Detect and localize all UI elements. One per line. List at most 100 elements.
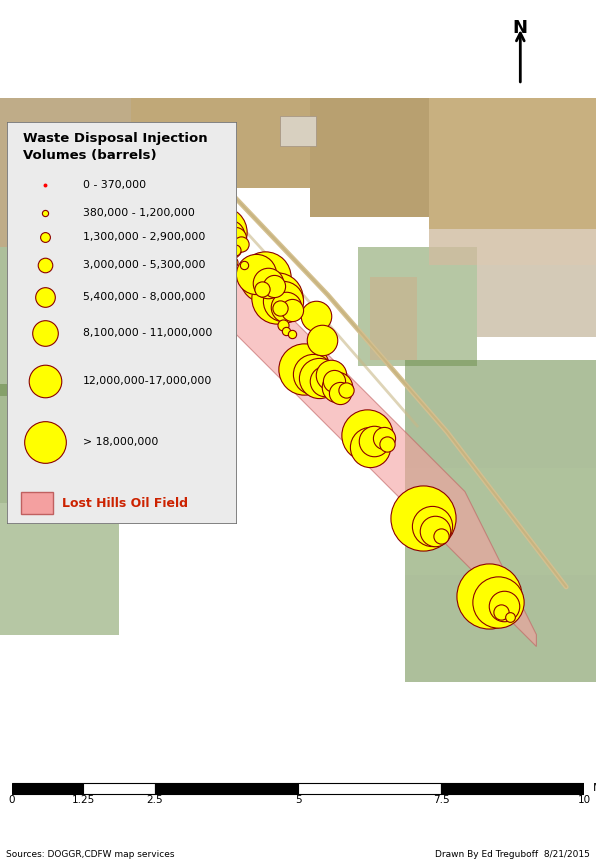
Text: 0: 0 [9, 795, 15, 805]
Point [496, 605, 505, 619]
Point [311, 309, 321, 323]
Point [171, 196, 181, 210]
Point [252, 267, 261, 281]
Point [41, 178, 50, 191]
Text: Miles: Miles [592, 784, 596, 793]
Point [183, 208, 193, 222]
Bar [0, 503, 119, 635]
Point [380, 431, 389, 445]
FancyBboxPatch shape [7, 122, 237, 524]
Bar [441, 783, 584, 794]
Point [41, 206, 50, 220]
Bar [131, 98, 310, 188]
Point [281, 324, 291, 338]
Bar [83, 783, 155, 794]
Point [505, 610, 514, 624]
Point [108, 165, 118, 179]
Point [111, 169, 121, 183]
Point [299, 363, 309, 377]
Text: 3,000,000 - 5,300,000: 3,000,000 - 5,300,000 [83, 260, 206, 270]
Polygon shape [48, 145, 536, 647]
Point [499, 599, 508, 613]
Bar [155, 783, 298, 794]
Point [436, 529, 446, 543]
Point [150, 187, 160, 201]
Bar [429, 98, 596, 229]
Text: Waste Disposal Injection
Volumes (barrels): Waste Disposal Injection Volumes (barrel… [23, 132, 208, 162]
Point [418, 512, 428, 526]
Point [228, 255, 237, 269]
Point [281, 300, 291, 313]
Bar [12, 783, 83, 794]
Point [430, 525, 440, 539]
Text: Sources: DOGGR,CDFW map services: Sources: DOGGR,CDFW map services [6, 850, 175, 859]
Point [41, 374, 50, 388]
Text: Drawn By Ed Treguboff  8/21/2015: Drawn By Ed Treguboff 8/21/2015 [435, 850, 590, 859]
Bar [298, 783, 441, 794]
Text: N: N [513, 19, 528, 37]
Bar [358, 247, 477, 366]
Bar [405, 468, 596, 575]
Bar [21, 492, 53, 514]
Bar [405, 360, 596, 468]
Text: 8,100,000 - 11,000,000: 8,100,000 - 11,000,000 [83, 328, 212, 338]
Bar [405, 575, 596, 682]
Point [362, 428, 371, 442]
Point [320, 374, 330, 388]
Point [326, 368, 336, 382]
Point [231, 243, 240, 257]
Point [88, 154, 97, 168]
Text: 5,400,000 - 8,000,000: 5,400,000 - 8,000,000 [83, 292, 206, 302]
Point [484, 589, 493, 603]
Bar [310, 98, 429, 217]
Point [225, 229, 234, 242]
Point [365, 440, 374, 454]
Point [41, 290, 50, 304]
Point [41, 258, 50, 272]
Point [383, 437, 392, 451]
Text: 10: 10 [578, 795, 591, 805]
Text: 1.25: 1.25 [72, 795, 95, 805]
Point [257, 282, 267, 296]
Point [269, 279, 279, 293]
Point [263, 276, 273, 290]
Point [341, 384, 350, 397]
Point [287, 326, 297, 340]
Text: 2.5: 2.5 [147, 795, 163, 805]
Point [41, 229, 50, 243]
Point [41, 435, 50, 449]
Bar [0, 247, 89, 397]
Point [240, 258, 249, 272]
Point [427, 519, 437, 533]
Text: > 18,000,000: > 18,000,000 [83, 436, 159, 447]
Text: 0 - 370,000: 0 - 370,000 [83, 179, 146, 190]
Point [41, 326, 50, 340]
Text: 1,300,000 - 2,900,000: 1,300,000 - 2,900,000 [83, 232, 205, 242]
Point [275, 301, 285, 315]
Point [272, 291, 282, 305]
Bar [0, 98, 131, 247]
Point [308, 366, 318, 380]
Text: 380,000 - 1,200,000: 380,000 - 1,200,000 [83, 208, 195, 217]
Bar [280, 116, 316, 145]
Point [216, 225, 225, 239]
Point [332, 380, 342, 394]
Point [370, 434, 379, 448]
Point [144, 184, 154, 197]
Bar [370, 277, 417, 360]
Point [335, 386, 344, 400]
Point [135, 178, 145, 191]
Point [231, 231, 240, 245]
Point [219, 235, 228, 249]
Bar [0, 385, 107, 503]
Point [317, 333, 327, 346]
Text: 5: 5 [294, 795, 302, 805]
Point [329, 374, 339, 388]
Point [180, 202, 190, 216]
Bar [477, 265, 596, 337]
Text: 12,000,000-17,000,000: 12,000,000-17,000,000 [83, 377, 212, 386]
Point [493, 595, 502, 609]
Point [287, 303, 297, 317]
Text: Lost Hills Oil Field: Lost Hills Oil Field [62, 496, 188, 509]
Point [278, 294, 288, 307]
